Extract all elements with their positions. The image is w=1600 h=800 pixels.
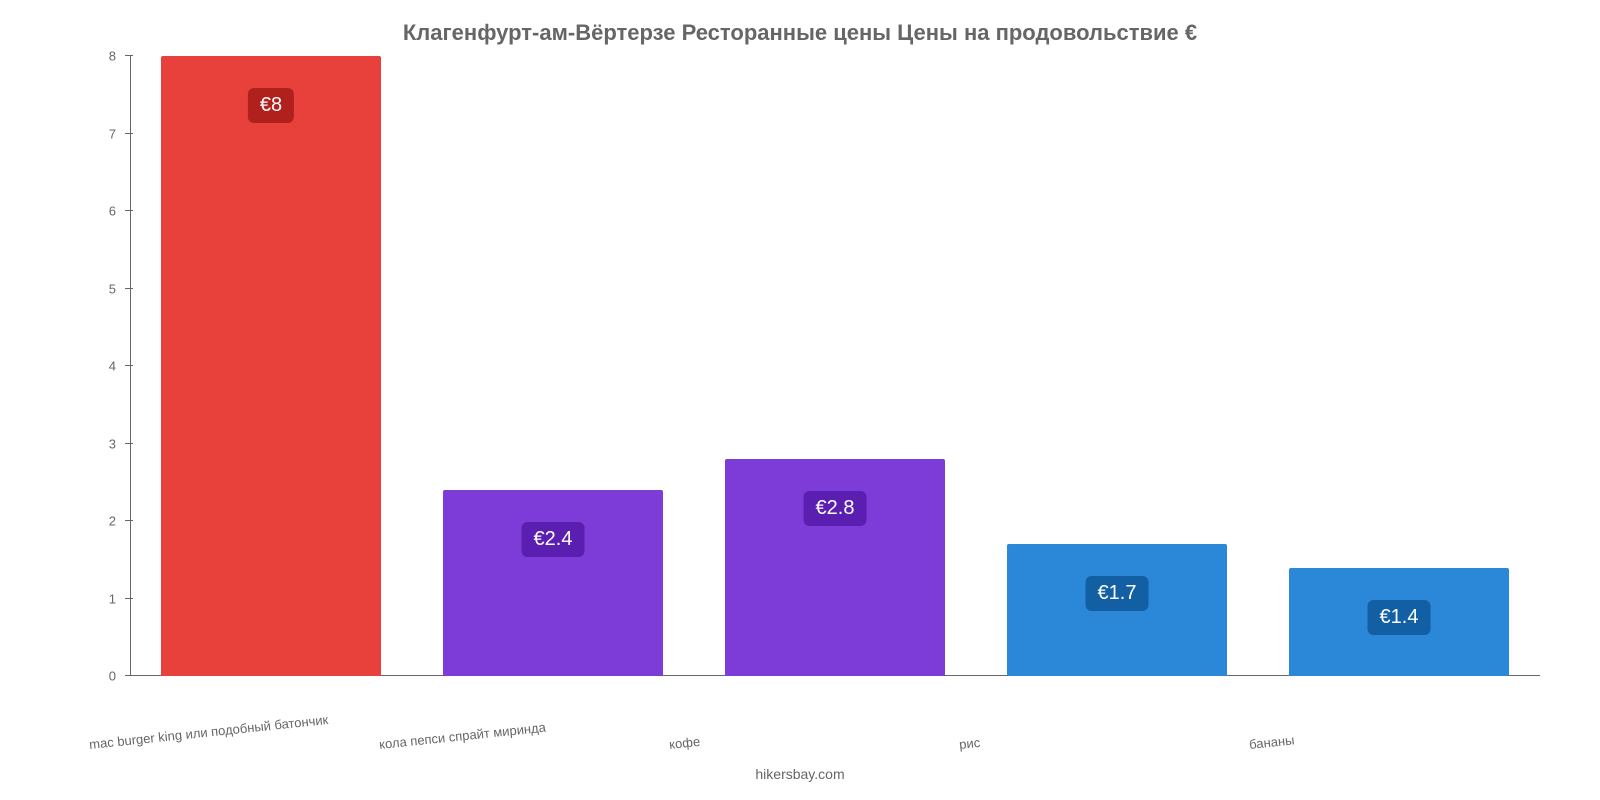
bars-container: €8 €2.4 €2.8 €1.7 €1.4: [130, 56, 1540, 676]
y-tick-label: 0: [109, 669, 116, 684]
bar-value-label: €2.4: [522, 522, 585, 557]
y-tick-label: 1: [109, 591, 116, 606]
y-tick-label: 5: [109, 281, 116, 296]
bar-value-label: €1.7: [1086, 576, 1149, 611]
bar-slot: €1.7: [976, 56, 1258, 676]
bar-slot: €2.4: [412, 56, 694, 676]
bar-slot: €8: [130, 56, 412, 676]
bar: €8: [161, 56, 381, 676]
bar-slot: €1.4: [1258, 56, 1540, 676]
bar: €1.4: [1289, 568, 1509, 677]
bar: €1.7: [1007, 544, 1227, 676]
chart-title: Клагенфурт-ам-Вёртерзе Ресторанные цены …: [40, 20, 1560, 46]
bar-value-label: €1.4: [1368, 600, 1431, 635]
x-tick-label: кофе: [670, 722, 960, 752]
x-tick-label: mac burger king или подобный батончик: [90, 722, 380, 752]
bar-value-label: €8: [248, 88, 294, 123]
y-tick-label: 2: [109, 514, 116, 529]
y-tick-label: 3: [109, 436, 116, 451]
x-axis-labels: mac burger king или подобный батончиккол…: [90, 722, 1540, 752]
bar-value-label: €2.8: [804, 491, 867, 526]
attribution-text: hikersbay.com: [0, 766, 1600, 782]
y-tick-label: 4: [109, 359, 116, 374]
plot-area: 012345678 €8€2.4€2.8€1.7€1.4: [100, 56, 1540, 676]
x-tick-label: рис: [960, 722, 1250, 752]
bar: €2.4: [443, 490, 663, 676]
x-tick-label: кола пепси спрайт миринда: [380, 722, 670, 752]
price-bar-chart: Клагенфурт-ам-Вёртерзе Ресторанные цены …: [0, 0, 1600, 800]
bar-slot: €2.8: [694, 56, 976, 676]
x-tick-label: бананы: [1250, 722, 1540, 752]
y-tick-label: 8: [109, 49, 116, 64]
y-tick-label: 6: [109, 204, 116, 219]
bar: €2.8: [725, 459, 945, 676]
y-axis: 012345678: [90, 56, 130, 676]
y-tick-label: 7: [109, 126, 116, 141]
